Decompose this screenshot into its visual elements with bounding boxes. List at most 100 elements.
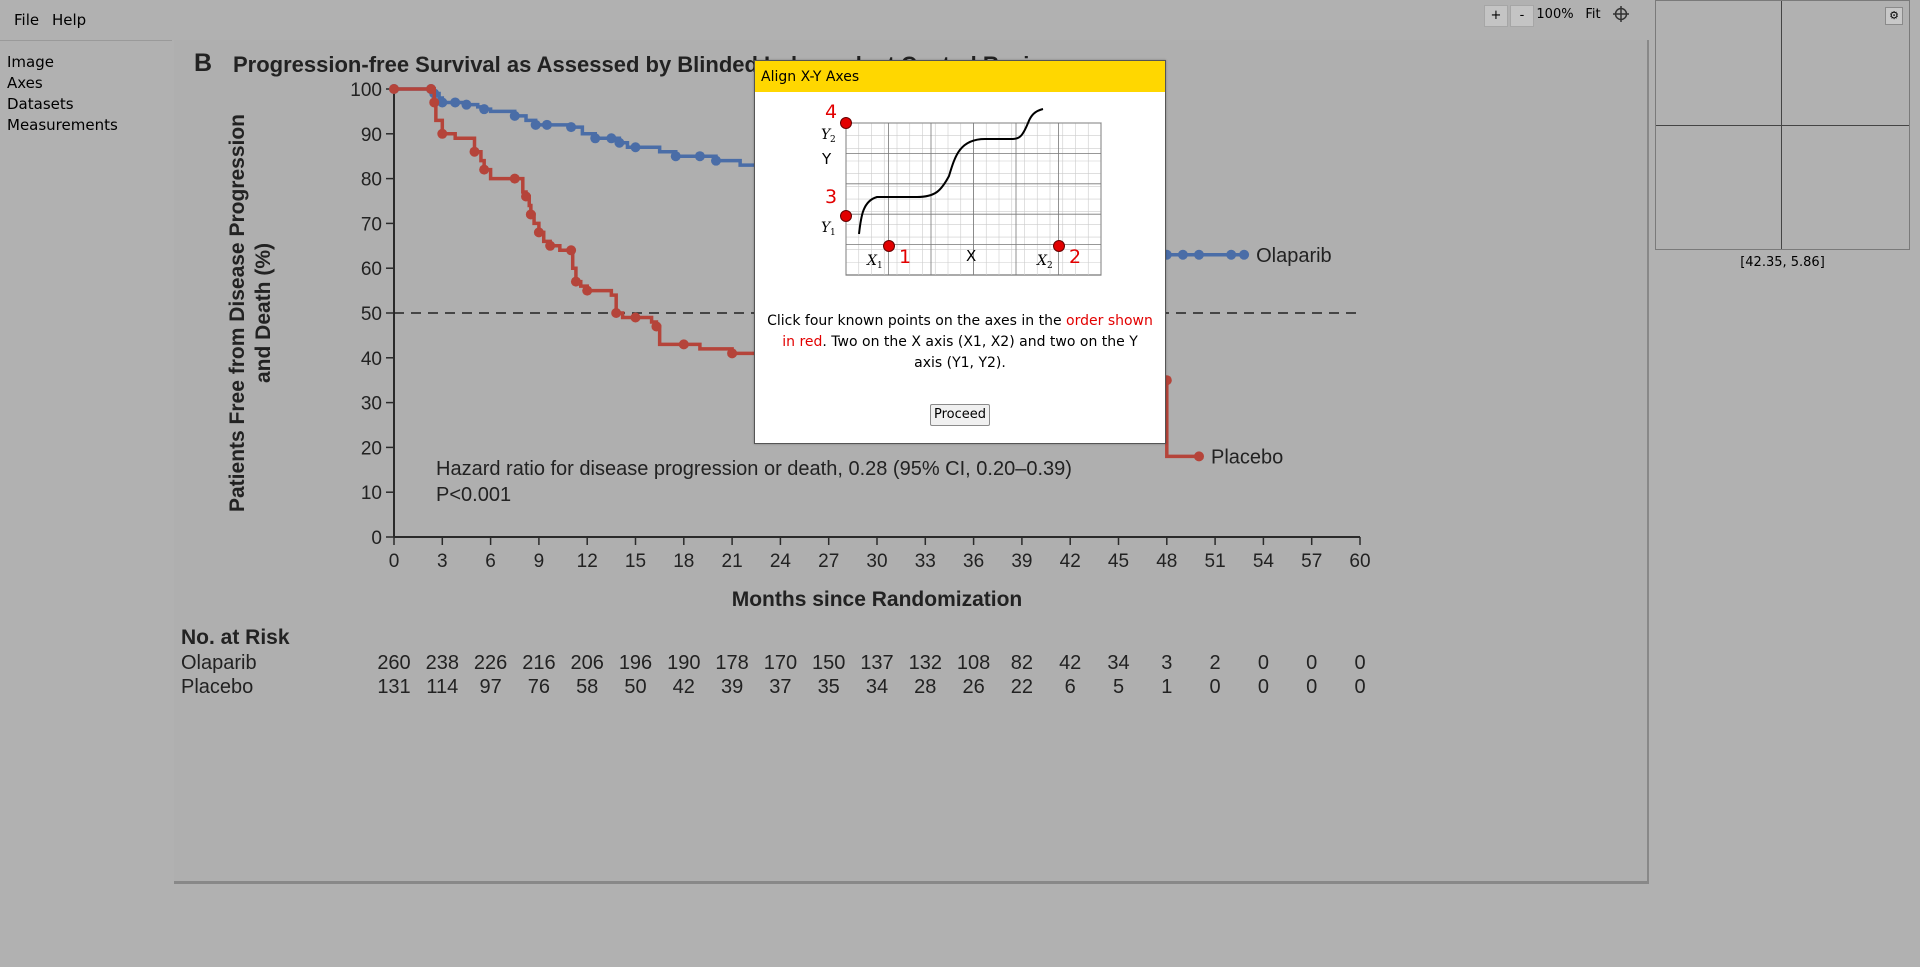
point-number-3: 3 [825, 186, 837, 208]
placebo-censor-mark [582, 285, 593, 296]
placebo-censor-mark [429, 97, 440, 108]
side-panel: Image Axes Datasets Measurements [0, 40, 172, 967]
point-number-4: 4 [825, 101, 837, 123]
risk-cell: 26 [962, 676, 984, 698]
placebo-censor-mark [630, 312, 641, 323]
x-tick-label: 6 [485, 551, 496, 572]
olaparib-censor-mark [1226, 249, 1237, 260]
magnifier-view: ⚙ [1655, 0, 1910, 250]
diagram-curve [858, 108, 1044, 235]
y-tick-label: 60 [361, 259, 382, 280]
y-tick-label: 20 [361, 438, 382, 459]
x1-subscript: 1 [877, 261, 883, 271]
risk-cell: 0 [1306, 652, 1317, 674]
axes-alignment-diagram: 1 2 3 4 X Y X 1 X 2 Y 1 Y 2 [821, 101, 1102, 276]
placebo-censor-mark [611, 308, 622, 318]
x2-marker [1053, 240, 1065, 252]
x-tick-label: 0 [389, 551, 400, 572]
y1-marker [840, 210, 852, 222]
risk-cell: 3 [1161, 652, 1172, 674]
risk-cell: 2 [1210, 652, 1221, 674]
risk-cell: 42 [1059, 652, 1081, 674]
placebo-censor-mark [509, 173, 520, 184]
risk-cell: 108 [957, 652, 990, 674]
dialog-title: Align X-Y Axes [761, 69, 860, 85]
x-tick-label: 60 [1349, 551, 1370, 572]
olaparib-censor-mark [479, 104, 490, 115]
zoom-out-button[interactable]: - [1510, 5, 1534, 27]
risk-cell: 196 [619, 652, 652, 674]
x-tick-label: 30 [866, 551, 887, 572]
gear-icon[interactable]: ⚙ [1885, 7, 1903, 25]
y-tick-label: 40 [361, 349, 382, 370]
x-tick-label: 21 [722, 551, 743, 572]
panel-item-image[interactable]: Image [7, 53, 54, 71]
risk-cell: 42 [673, 676, 695, 698]
p-value-annotation: P<0.001 [436, 484, 511, 506]
fit-button[interactable]: Fit [1585, 7, 1601, 22]
menu-file[interactable]: File [14, 11, 40, 29]
risk-cell: 260 [377, 652, 410, 674]
x-tick-label: 45 [1108, 551, 1129, 572]
risk-cell: 178 [715, 652, 748, 674]
x-tick-label: 3 [437, 551, 448, 572]
olaparib-censor-mark [630, 142, 641, 153]
risk-row-label: Olaparib [181, 652, 257, 674]
diagram-y-label: Y [821, 150, 832, 168]
crosshair-icon[interactable] [1610, 5, 1632, 25]
risk-cell: 28 [914, 676, 936, 698]
zoom-level: 100% [1536, 7, 1574, 22]
risk-cell: 0 [1354, 652, 1365, 674]
instructions-text-2: . Two on the X axis (X1, X2) and two on … [822, 334, 1138, 371]
x-axis-label: Months since Randomization [732, 588, 1023, 611]
point-number-2: 2 [1069, 246, 1081, 268]
x1-marker [883, 240, 895, 252]
placebo-censor-mark [521, 191, 532, 202]
zoom-in-button[interactable]: + [1484, 5, 1508, 27]
x-tick-label: 15 [625, 551, 646, 572]
risk-cell: 39 [721, 676, 743, 698]
olaparib-censor-mark [1239, 249, 1250, 260]
placebo-censor-mark [525, 209, 536, 220]
point-number-1: 1 [899, 246, 911, 268]
y1-label: Y [821, 220, 832, 236]
proceed-button[interactable]: Proceed [930, 404, 990, 426]
diagram-x-label: X [966, 247, 976, 265]
risk-cell: 34 [866, 676, 888, 698]
panel-item-datasets[interactable]: Datasets [7, 95, 74, 113]
olaparib-censor-mark [1194, 249, 1204, 260]
placebo-censor-mark [727, 348, 738, 359]
olaparib-censor-mark [437, 97, 448, 108]
menu-help[interactable]: Help [52, 11, 87, 29]
y-axis-label-line1: Patients Free from Disease Progression [226, 114, 249, 512]
risk-cell: 35 [818, 676, 840, 698]
magnifier-crosshair-horizontal [1656, 125, 1909, 126]
y-tick-label: 90 [361, 125, 382, 146]
risk-cell: 137 [860, 652, 893, 674]
olaparib-censor-mark [461, 99, 472, 110]
risk-cell: 0 [1210, 676, 1221, 698]
risk-cell: 50 [624, 676, 646, 698]
risk-cell: 238 [426, 652, 459, 674]
olaparib-censor-mark [450, 97, 461, 108]
y-tick-label: 0 [371, 528, 382, 549]
placebo-censor-mark [651, 321, 662, 332]
x-tick-label: 18 [673, 551, 694, 572]
risk-cell: 226 [474, 652, 507, 674]
placebo-censor-mark [426, 84, 437, 94]
x1-label: X [866, 253, 878, 269]
olaparib-censor-mark [541, 119, 552, 130]
x-tick-label: 42 [1060, 551, 1081, 572]
x-tick-label: 51 [1205, 551, 1226, 572]
dialog-titlebar[interactable]: Align X-Y Axes [755, 61, 1165, 92]
x-tick-label: 54 [1253, 551, 1275, 572]
risk-cell: 37 [769, 676, 791, 698]
instructions-red-text: order shown in red [782, 313, 1153, 350]
panel-item-axes[interactable]: Axes [7, 74, 43, 92]
risk-table-heading: No. at Risk [181, 626, 290, 649]
y-tick-label: 70 [361, 214, 382, 235]
risk-cell: 131 [377, 676, 410, 698]
risk-cell: 82 [1011, 652, 1033, 674]
panel-item-measurements[interactable]: Measurements [7, 116, 118, 134]
placebo-series-label: Placebo [1211, 446, 1283, 468]
